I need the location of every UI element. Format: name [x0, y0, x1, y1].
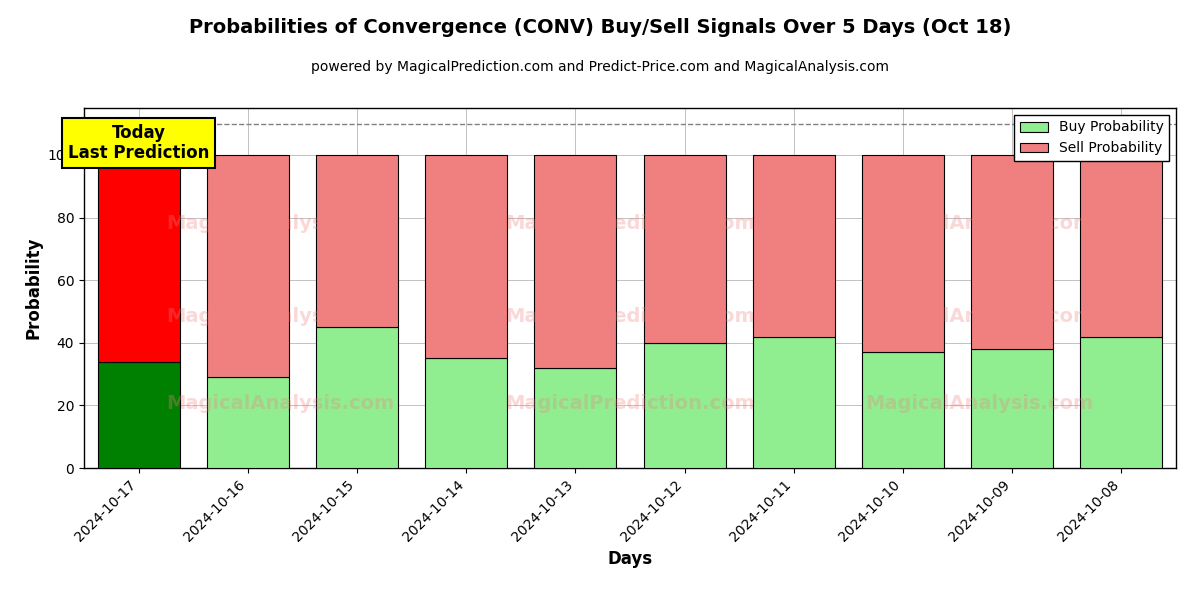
- Bar: [643, 155, 726, 343]
- Bar: [316, 327, 398, 468]
- Bar: [752, 337, 835, 468]
- X-axis label: Days: Days: [607, 550, 653, 568]
- Text: MagicalAnalysis.com: MagicalAnalysis.com: [167, 394, 395, 413]
- Text: MagicalAnalysis.com: MagicalAnalysis.com: [865, 307, 1093, 326]
- Text: MagicalAnalysis.com: MagicalAnalysis.com: [167, 307, 395, 326]
- Bar: [752, 155, 835, 337]
- Text: MagicalPrediction.com: MagicalPrediction.com: [505, 394, 755, 413]
- Text: Probabilities of Convergence (CONV) Buy/Sell Signals Over 5 Days (Oct 18): Probabilities of Convergence (CONV) Buy/…: [188, 18, 1012, 37]
- Bar: [534, 368, 617, 468]
- Bar: [862, 352, 944, 468]
- Bar: [97, 155, 180, 362]
- Bar: [971, 155, 1054, 349]
- Bar: [316, 155, 398, 327]
- Bar: [643, 343, 726, 468]
- Bar: [862, 155, 944, 352]
- Bar: [206, 377, 289, 468]
- Text: MagicalAnalysis.com: MagicalAnalysis.com: [167, 214, 395, 233]
- Bar: [1080, 155, 1163, 337]
- Bar: [1080, 337, 1163, 468]
- Text: Today
Last Prediction: Today Last Prediction: [68, 124, 209, 163]
- Text: MagicalPrediction.com: MagicalPrediction.com: [505, 307, 755, 326]
- Bar: [97, 362, 180, 468]
- Legend: Buy Probability, Sell Probability: Buy Probability, Sell Probability: [1014, 115, 1169, 161]
- Text: powered by MagicalPrediction.com and Predict-Price.com and MagicalAnalysis.com: powered by MagicalPrediction.com and Pre…: [311, 60, 889, 74]
- Text: MagicalAnalysis.com: MagicalAnalysis.com: [865, 214, 1093, 233]
- Bar: [425, 358, 508, 468]
- Text: MagicalPrediction.com: MagicalPrediction.com: [505, 214, 755, 233]
- Y-axis label: Probability: Probability: [24, 237, 42, 339]
- Text: MagicalAnalysis.com: MagicalAnalysis.com: [865, 394, 1093, 413]
- Bar: [425, 155, 508, 358]
- Bar: [206, 155, 289, 377]
- Bar: [971, 349, 1054, 468]
- Bar: [534, 155, 617, 368]
